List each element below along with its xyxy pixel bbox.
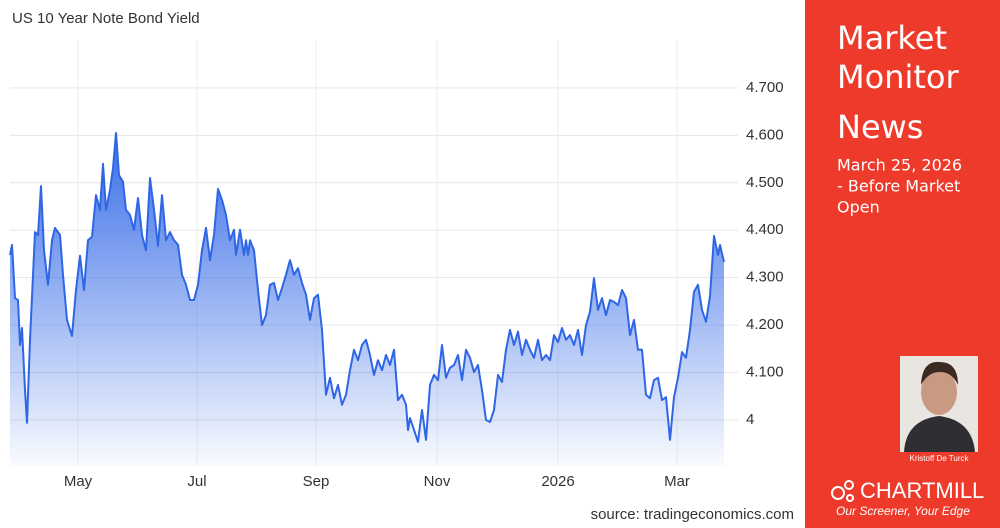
tagline: Our Screener, Your Edge xyxy=(836,504,970,518)
line xyxy=(9,132,725,443)
panel-date: Open xyxy=(837,198,880,217)
plot: 4 4.100 4.200 4.300 4.400 4.500 4.600 4.700 May J… xyxy=(9,40,784,490)
x-tick-label: May xyxy=(64,473,93,490)
x-tick-label: Sep xyxy=(303,473,330,490)
area xyxy=(10,133,724,466)
author-photo xyxy=(900,356,978,452)
y-tick-label: 4.600 xyxy=(746,126,784,143)
x-tick-label: 2026 xyxy=(541,473,574,490)
y-tick-label: 4.500 xyxy=(746,174,784,191)
panel-date: - Before Market xyxy=(837,177,960,196)
author-name: Kristoff De Turck xyxy=(910,454,970,463)
x-tick-label: Nov xyxy=(424,473,451,490)
y-tick-label: 4.700 xyxy=(746,79,784,96)
chart-title: US 10 Year Note Bond Yield xyxy=(12,10,200,27)
y-tick-label: 4.400 xyxy=(746,221,784,238)
source: source: tradingeconomics.com xyxy=(591,506,794,523)
panel-title: Market xyxy=(837,19,947,57)
logo-icon xyxy=(831,480,854,502)
panel-title: News xyxy=(837,108,923,146)
x-tick-label: Jul xyxy=(187,473,206,490)
y-tick-label: 4.100 xyxy=(746,364,784,381)
y-tick-label: 4.200 xyxy=(746,316,784,333)
y-tick-label: 4 xyxy=(746,411,754,428)
panel-date: March 25, 2026 xyxy=(837,156,962,175)
brand: CHARTMILL xyxy=(860,478,984,503)
panel-title: Monitor xyxy=(837,58,959,96)
x-tick-label: Mar xyxy=(664,473,690,490)
y-tick-label: 4.300 xyxy=(746,269,784,286)
